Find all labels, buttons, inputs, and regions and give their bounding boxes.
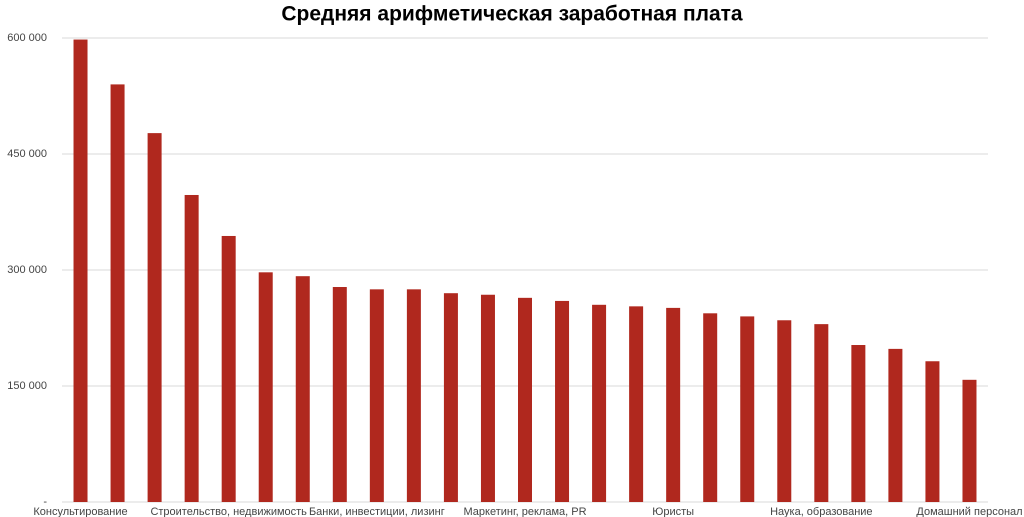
bar [851, 345, 866, 502]
bar [629, 306, 644, 502]
y-tick-label: 150 000 [7, 380, 47, 392]
bar [740, 316, 755, 502]
x-tick-label: Консультирование [33, 506, 127, 517]
x-tick-label: Банки, инвестиции, лизинг [309, 506, 445, 517]
x-tick-label: Строительство, недвижимость [150, 506, 307, 517]
bar [406, 289, 421, 502]
bar [295, 276, 310, 502]
bar [962, 379, 977, 502]
bar [443, 293, 458, 502]
y-tick-label: - [43, 496, 47, 508]
bar [110, 84, 125, 503]
x-tick-label: Маркетинг, реклама, PR [463, 506, 586, 517]
bar [925, 361, 940, 502]
bar [258, 272, 273, 502]
bar [184, 194, 199, 502]
bar [888, 348, 903, 502]
bar [666, 307, 681, 502]
bar [147, 133, 162, 502]
bar [777, 320, 792, 502]
y-tick-label: 450 000 [7, 148, 47, 160]
bar [332, 287, 347, 502]
chart-title: Средняя арифметическая заработная плата [281, 3, 743, 26]
y-tick-label: 300 000 [7, 264, 47, 276]
bar [555, 300, 570, 502]
bar [814, 324, 829, 502]
bar [480, 294, 495, 502]
bar [73, 39, 88, 503]
x-tick-label: Юристы [652, 506, 694, 517]
x-tick-label: Домашний персонал [916, 506, 1022, 517]
y-tick-label: 600 000 [7, 32, 47, 44]
bar [592, 304, 607, 502]
x-tick-label: Наука, образование [770, 506, 872, 517]
bar [221, 235, 236, 502]
bar [369, 289, 384, 502]
bar [518, 297, 532, 502]
bar [703, 313, 718, 502]
